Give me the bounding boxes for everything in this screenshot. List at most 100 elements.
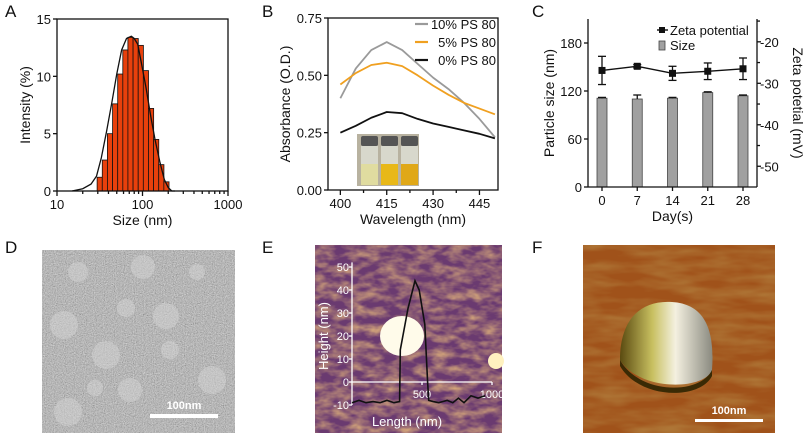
x-tick-label: 415 (376, 196, 398, 211)
zeta-point (633, 62, 641, 70)
vial-top (381, 146, 398, 164)
x-tick-label: 10 (50, 197, 64, 212)
x-axis-label: Wavelength (nm) (360, 211, 466, 227)
x-tick-label: 14 (665, 193, 679, 208)
series-line-2 (339, 111, 496, 140)
y-tick-label: 180 (560, 36, 582, 51)
y2-tick-label: -50 (760, 159, 779, 174)
series-line-0 (339, 41, 496, 138)
y-tick-label: 40 (337, 285, 349, 297)
x-tick-label: 0 (598, 193, 605, 208)
scale-bar (695, 419, 763, 422)
y-axis-label: Particle size (nm) (541, 49, 557, 157)
scale-bar-label: 100nm (712, 405, 747, 417)
y-axis-label: Intensity (%) (17, 66, 33, 144)
size-bar (667, 97, 678, 188)
histogram-bar (101, 159, 108, 192)
size-bar (702, 92, 714, 188)
zeta-point (704, 67, 712, 75)
legend-label: 10% PS 80 (431, 17, 496, 32)
x-axis-label: Day(s) (652, 208, 693, 224)
x-axis-label: Size (nm) (113, 212, 173, 228)
scale-bar-label: 100nm (167, 400, 202, 412)
y2-axis-label: Zeta potetial (mV) (790, 47, 806, 158)
y2-tick-label: -40 (760, 118, 779, 133)
scale-bar (150, 414, 218, 418)
y-axis-label: Absorbance (O.D.) (277, 46, 293, 163)
y-tick-label: 15 (37, 12, 51, 27)
particle-3d (620, 301, 713, 385)
histogram-bar (107, 133, 114, 192)
panel-label-a: A (5, 2, 17, 21)
y-tick-label: 0.00 (297, 183, 322, 198)
x-tick-label: 28 (736, 193, 750, 208)
panel-label-e: E (262, 238, 274, 257)
panel-f-3d-afm-image: 100nm (583, 245, 775, 433)
y-tick-label: -10 (333, 400, 349, 412)
nanoparticles (50, 255, 226, 426)
y-axis-label: Height (nm) (316, 302, 331, 370)
plot-frame (327, 17, 499, 191)
y-tick-label: 0.75 (297, 11, 322, 26)
vial-liquid (401, 164, 418, 185)
y-tick-label: 0 (343, 377, 349, 389)
fit-curve (71, 35, 176, 192)
histogram-bar (112, 103, 119, 192)
series-line-1 (339, 61, 496, 116)
histogram-bar (127, 36, 134, 192)
legend-label: 5% PS 80 (438, 35, 496, 50)
legend-label: Size (670, 38, 695, 53)
y-tick-label: 20 (337, 331, 349, 343)
x-axis-label: Length (nm) (372, 414, 442, 429)
y-tick-label: 0.25 (297, 126, 322, 141)
height-profile-line (351, 278, 486, 404)
y-tick-label: 120 (560, 84, 582, 99)
histogram-bar (117, 73, 124, 192)
y-tick-label: 10 (337, 354, 349, 366)
x-tick-label: 7 (634, 193, 641, 208)
y-tick-label: 0.50 (297, 68, 322, 83)
y-tick-label: 0 (575, 180, 582, 195)
panel-label-c: C (532, 2, 545, 21)
size-bar (737, 95, 749, 188)
x-tick-label: 1000 (480, 389, 504, 401)
y-tick-label: 60 (568, 132, 582, 147)
x-tick-label: 400 (330, 196, 352, 211)
x-tick-label: 500 (413, 389, 431, 401)
vial-cap (361, 136, 378, 146)
y-tick-label: 30 (337, 308, 349, 320)
histogram-bar (96, 176, 103, 192)
vial-cap (401, 136, 418, 146)
particle (380, 316, 424, 356)
legend-swatch-size (658, 40, 666, 51)
zeta-point (598, 66, 606, 74)
legend-label: 0% PS 80 (438, 53, 496, 68)
legend-marker-zeta (659, 27, 665, 33)
vial-liquid (381, 164, 398, 185)
x-tick-label: 445 (469, 196, 491, 211)
size-bar (631, 98, 643, 188)
panel-a-chart: 0 5 10 15 10 100 1000 Size (nm) Intensity (%) (17, 12, 242, 228)
panel-c-chart: 0 60 120 180 -50 -40 -30 -20 0 7 14 21 28 Day(s) Parti… (541, 19, 806, 224)
panel-label-f: F (532, 238, 543, 257)
histogram-bar (132, 38, 139, 192)
y2-tick-label: -20 (760, 35, 779, 50)
vial-liquid (361, 164, 378, 185)
panel-label-b: B (262, 2, 274, 21)
x-tick-label: 100 (132, 197, 154, 212)
x-tick-label: 21 (701, 193, 715, 208)
size-bar (596, 97, 608, 188)
x-tick-label: 430 (422, 196, 444, 211)
y-tick-label: 5 (44, 127, 51, 142)
vial-top (361, 146, 378, 164)
y-tick-label: 50 (337, 262, 349, 274)
panel-e-profile: -10 0 10 20 30 40 50 500 1000 Length (nm) Height (… (316, 262, 504, 429)
zeta-point (669, 69, 676, 77)
legend-label: Zeta potential (670, 23, 749, 38)
panel-label-d: D (5, 238, 18, 257)
histogram-bar (122, 49, 129, 192)
zeta-point (739, 65, 747, 73)
panel-e-afm-image (315, 245, 504, 433)
x-tick-label: 1000 (214, 197, 243, 212)
